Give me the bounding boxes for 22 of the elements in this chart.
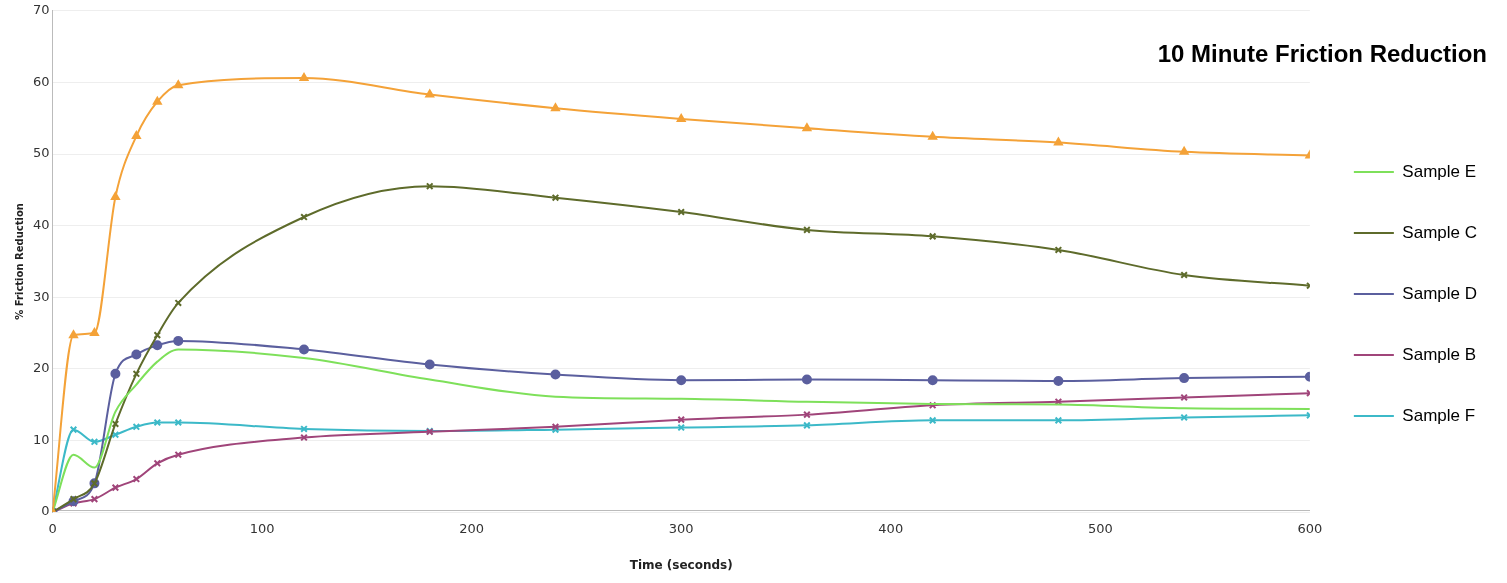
y-tick-label: 40 (33, 216, 50, 232)
x-tick-label: 400 (878, 520, 904, 536)
y-tick-label: 70 (33, 2, 50, 18)
x-tick-label: 200 (459, 520, 485, 536)
x-tick-label: 100 (249, 520, 275, 536)
legend-label: Sample B (1402, 344, 1477, 364)
x-axis-title: Time (seconds) (629, 557, 733, 572)
y-tick-label: 50 (33, 145, 50, 161)
y-tick-label: 20 (33, 360, 50, 376)
y-tick-label: 30 (33, 288, 50, 304)
x-tick-label: 300 (668, 520, 694, 536)
y-tick-label: 60 (33, 73, 50, 89)
legend-label: Sample F (1402, 405, 1476, 425)
legend-label: Sample C (1402, 222, 1477, 242)
x-tick-label: 500 (1087, 520, 1113, 536)
y-tick-label: 0 (41, 503, 50, 519)
legend-label: Sample D (1402, 283, 1477, 303)
legend-label: Sample E (1402, 161, 1477, 181)
x-tick-label: 600 (1297, 520, 1323, 536)
y-tick-label: 10 (33, 431, 50, 447)
text: 10 Minute Friction Reduction (1157, 39, 1487, 67)
y-axis-title: % Friction Reduction (13, 203, 25, 320)
